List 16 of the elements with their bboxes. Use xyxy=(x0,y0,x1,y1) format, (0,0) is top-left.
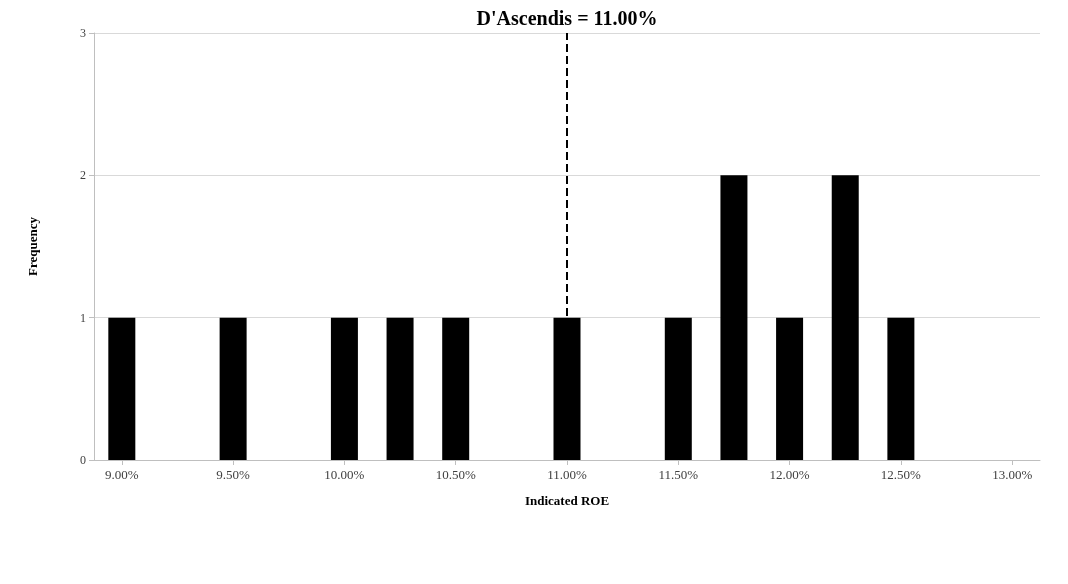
y-tick-label: 2 xyxy=(80,168,86,183)
y-axis-title: Frequency xyxy=(25,216,40,276)
x-tick-label: 11.00% xyxy=(547,467,587,482)
y-tick-label: 3 xyxy=(80,26,86,40)
x-tick-label: 13.00% xyxy=(992,467,1033,482)
y-tick-label: 0 xyxy=(80,453,86,467)
x-tick-label: 12.50% xyxy=(880,467,922,482)
x-tick-label: 9.00% xyxy=(105,467,139,482)
ref-line-label: D'Ascendis = 11.00% xyxy=(476,7,658,29)
x-tick-label: 9.50% xyxy=(216,467,251,482)
x-tick-label: 12.00% xyxy=(769,467,810,482)
x-axis-title: Indicated ROE xyxy=(524,493,610,508)
x-tick-label: 11.50% xyxy=(658,467,699,482)
y-tick-label: 1 xyxy=(80,310,86,325)
x-tick-label: 10.50% xyxy=(435,467,476,482)
x-tick-label: 10.00% xyxy=(324,467,365,482)
